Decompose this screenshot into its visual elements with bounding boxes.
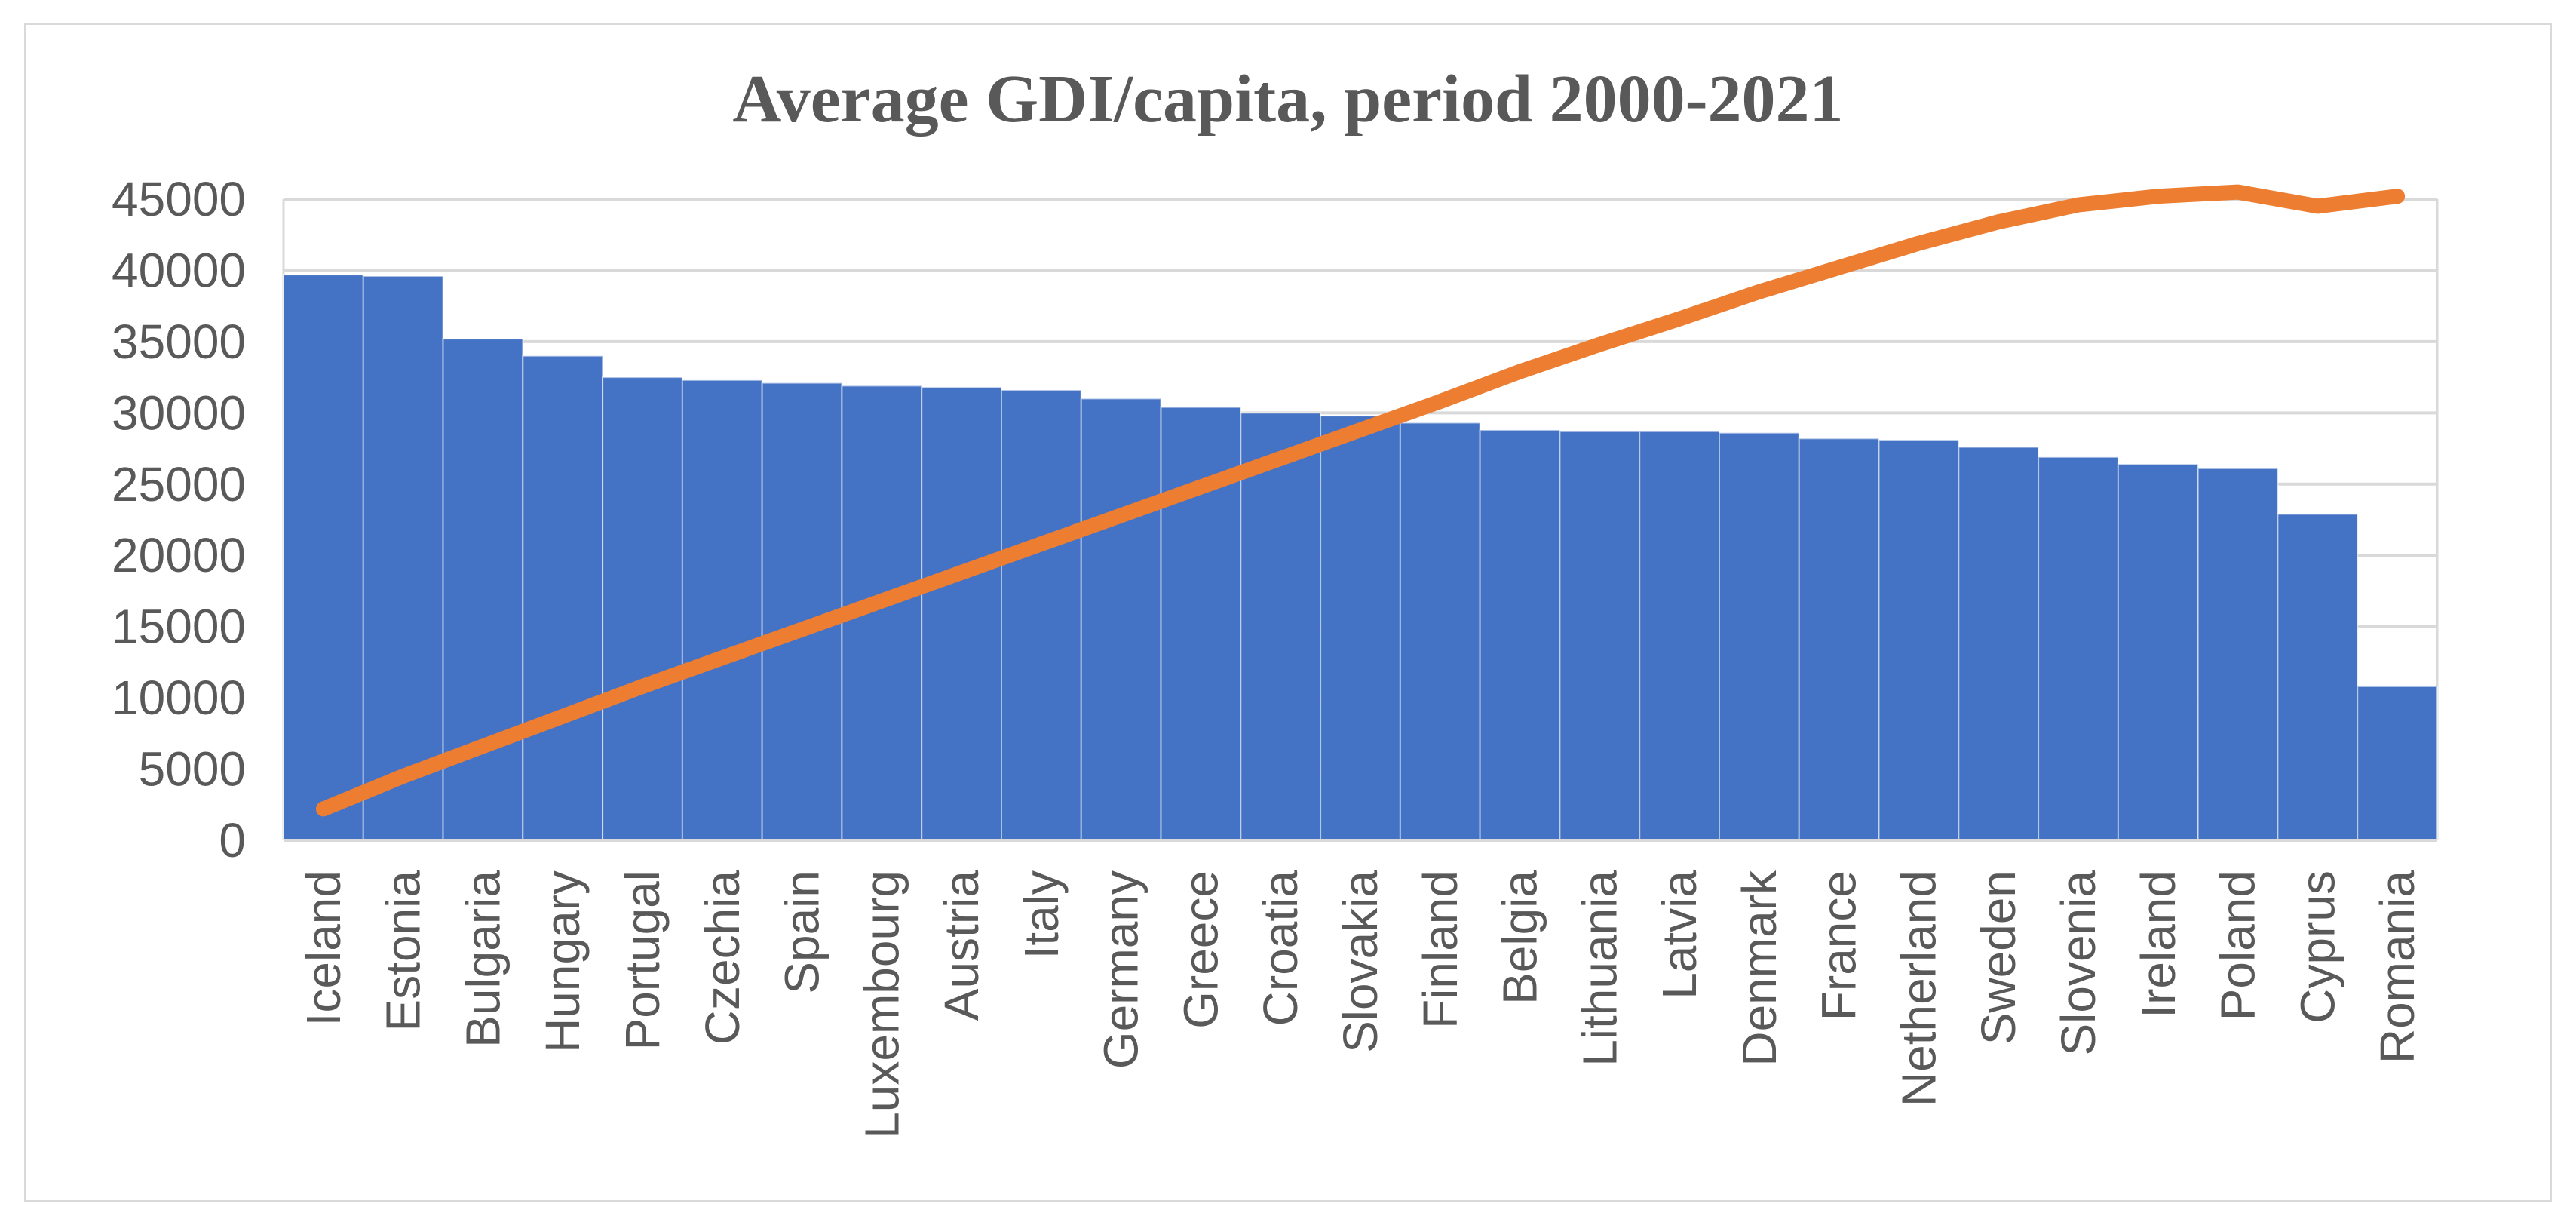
bar (681, 379, 763, 841)
bar (1240, 412, 1322, 841)
bar (1399, 422, 1481, 841)
y-tick-label: 0 (219, 813, 246, 867)
bar (2277, 513, 2359, 841)
y-tick-label: 5000 (139, 742, 246, 797)
y-tick-label: 45000 (112, 172, 246, 226)
x-tick-label: Lithuania (1572, 870, 1627, 1067)
bar (442, 338, 524, 842)
x-tick-label: Austria (934, 870, 989, 1021)
bar (1958, 446, 2040, 841)
x-tick-label: Ireland (2131, 870, 2185, 1018)
x-tick-label: Poland (2211, 870, 2265, 1021)
x-tick-label: Netherland (1891, 870, 1946, 1107)
x-tick-label: Italy (1014, 870, 1069, 959)
bar-series (283, 274, 2438, 842)
x-tick-label: Portugal (615, 870, 670, 1050)
bar (1639, 430, 1720, 841)
y-tick-label: 20000 (112, 528, 246, 582)
x-tick-label: Cyprus (2290, 870, 2344, 1024)
bar (1559, 430, 1641, 841)
bar (921, 386, 1002, 841)
x-tick-label: Hungary (535, 870, 590, 1053)
bar (1479, 429, 1561, 841)
y-tick-label: 40000 (112, 243, 246, 297)
bar (1719, 431, 1800, 841)
x-tick-label: Czechia (695, 870, 750, 1045)
x-tick-label: Denmark (1732, 870, 1786, 1067)
x-tick-label: Romania (2370, 870, 2424, 1064)
line-path (315, 184, 2406, 817)
x-tick-label: Bulgaria (455, 870, 510, 1048)
x-tick-label: Greece (1173, 870, 1228, 1029)
bar (283, 274, 364, 842)
x-tick-label: Germany (1094, 870, 1148, 1069)
bar (2038, 456, 2119, 842)
x-tick-label: France (1812, 870, 1866, 1021)
x-tick-label: Estonia (376, 870, 431, 1032)
x-tick-label: Finland (1413, 870, 1467, 1029)
y-tick-label: 10000 (112, 671, 246, 725)
x-tick-label: Sweden (1971, 870, 2026, 1045)
bar (1320, 415, 1401, 841)
x-tick-label: Croatia (1253, 870, 1308, 1027)
line-series (315, 184, 2406, 817)
x-tick-label: Luxembourg (854, 870, 909, 1139)
bar (602, 376, 683, 842)
bar (362, 275, 444, 841)
x-tick-label: Slovakia (1333, 870, 1388, 1053)
chart-title: Average GDI/capita, period 2000-2021 (732, 62, 1844, 137)
y-tick-label: 35000 (112, 315, 246, 369)
y-tick-label: 15000 (112, 600, 246, 654)
y-axis: 0 5000 10000 15000 20000 25000 30000 35000 40000… (112, 172, 246, 867)
bar (1001, 389, 1082, 841)
x-tick-label: Iceland (296, 870, 351, 1026)
y-tick-label: 30000 (112, 385, 246, 440)
bar (1798, 438, 1880, 841)
bar (2197, 468, 2279, 841)
x-tick-label: Belgia (1493, 870, 1547, 1005)
y-tick-label: 25000 (112, 457, 246, 511)
bar (2357, 686, 2438, 841)
x-tick-label: Latvia (1652, 870, 1707, 999)
bar (522, 355, 604, 841)
bar (2117, 463, 2199, 841)
x-tick-label: Slovenia (2051, 870, 2105, 1056)
x-tick-label: Spain (775, 870, 830, 994)
bar (1080, 398, 1162, 841)
bar (1878, 439, 1960, 841)
x-axis: Iceland Estonia Bulgaria Hungary Portugal Cze… (284, 839, 2437, 1139)
